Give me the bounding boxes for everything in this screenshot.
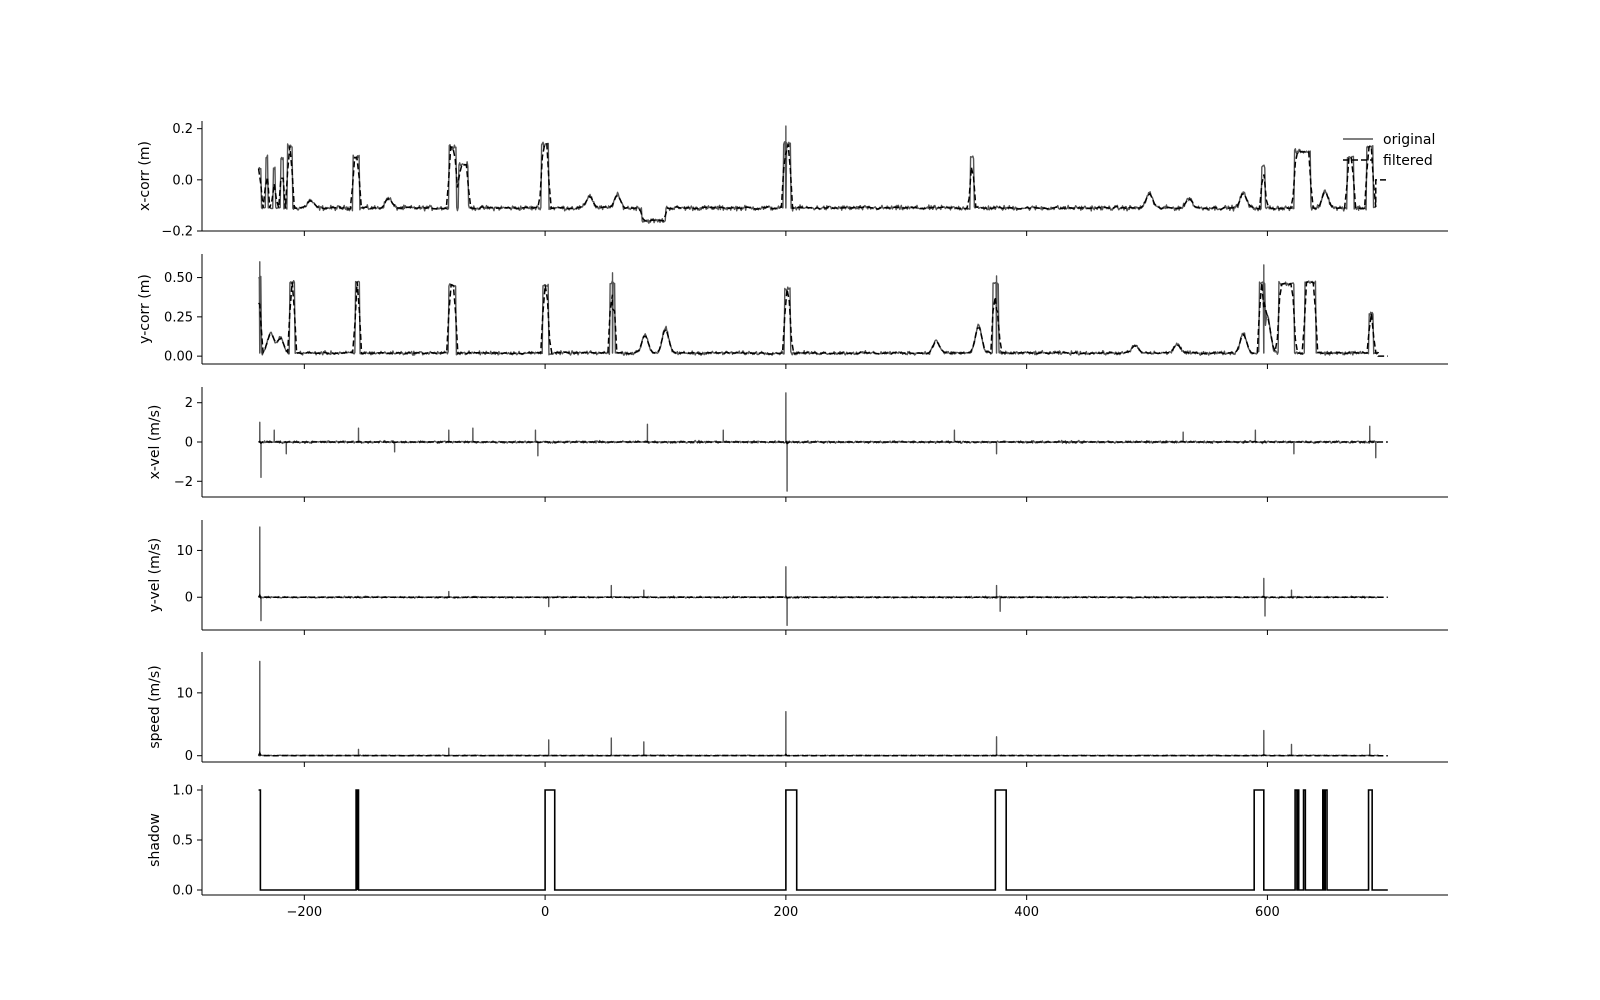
subplot-2: 0.00 0.25 0.50 y-corr (m)	[137, 254, 1448, 369]
subplot-3: −2 0 2 x-vel (m/s)	[147, 387, 1448, 502]
y-tick-label: 1.0	[172, 784, 193, 799]
series-filtered	[258, 789, 1388, 891]
y-tick-label: 10	[176, 544, 193, 559]
series-filtered	[258, 281, 1388, 357]
legend: original filtered	[1343, 132, 1435, 169]
subplot-stack: −0.20.00.2x-corr (m)0.000.250.50y-corr (…	[137, 121, 1448, 920]
y-tick-label: 0	[185, 591, 193, 606]
legend-entry: original	[1343, 132, 1435, 148]
subplot-6: 0.0 0.5 1.0 −200 0 200 400 600 shadow	[147, 784, 1448, 920]
subplot-5: 0 10 speed (m/s)	[147, 652, 1448, 767]
x-tick-label: −200	[286, 905, 322, 920]
y-tick-label: −2	[174, 475, 193, 490]
y-tick-label: 0.5	[172, 834, 193, 849]
y-axis-label: y-corr (m)	[137, 274, 153, 344]
y-axis-label: shadow	[147, 813, 163, 867]
y-tick-label: 0.00	[164, 350, 193, 365]
y-tick-label: 0.50	[164, 271, 193, 286]
x-tick-label: 600	[1255, 905, 1280, 920]
y-axis-label: x-vel (m/s)	[147, 405, 163, 480]
series-filtered	[257, 593, 1388, 599]
y-tick-label: 0.0	[172, 173, 193, 188]
series-filtered	[258, 438, 1388, 445]
x-tick-label: 0	[541, 905, 549, 920]
y-tick-label: 10	[176, 686, 193, 701]
legend-label: filtered	[1383, 153, 1433, 169]
series-filtered	[257, 142, 1388, 222]
y-tick-label: 0.2	[172, 122, 193, 137]
legend-entry: filtered	[1343, 153, 1433, 169]
subplot-1: −0.2 0.0 0.2 x-corr (m)	[137, 121, 1448, 240]
y-axis-label: x-corr (m)	[137, 141, 153, 211]
y-axis-label: y-vel (m/s)	[147, 538, 163, 613]
y-tick-label: 2	[185, 396, 193, 411]
legend-label: original	[1383, 132, 1435, 148]
y-tick-label: 0	[185, 749, 193, 764]
y-tick-label: 0.25	[164, 310, 193, 325]
x-tick-label: 400	[1014, 905, 1039, 920]
y-tick-label: 0.0	[172, 884, 193, 899]
x-tick-label: 200	[773, 905, 798, 920]
series-filtered	[257, 750, 1388, 757]
y-tick-label: −0.2	[161, 225, 193, 240]
subplot-4: 0 10 y-vel (m/s)	[147, 520, 1448, 635]
y-axis-label: speed (m/s)	[147, 665, 163, 748]
y-tick-label: 0	[185, 436, 193, 451]
